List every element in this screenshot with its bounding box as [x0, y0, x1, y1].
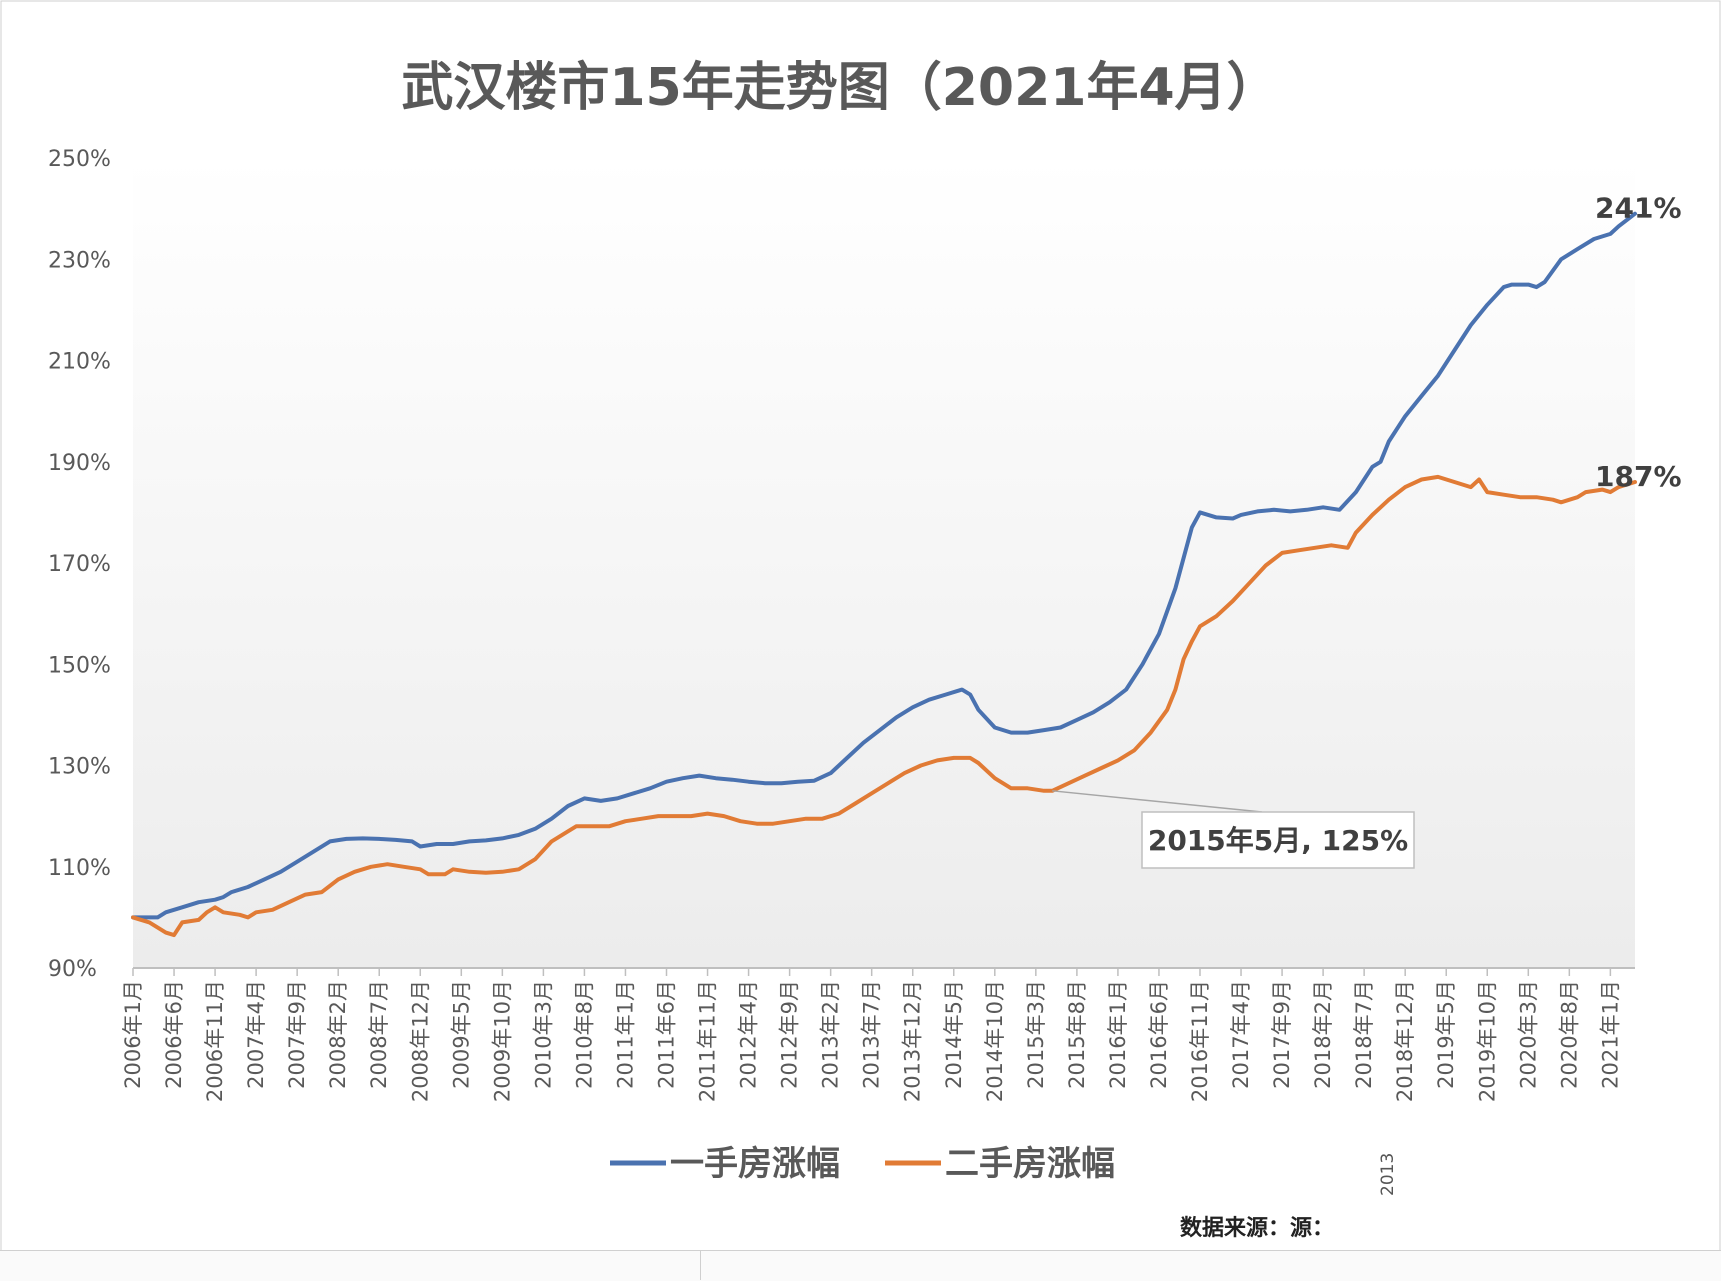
x-tick-label: 2011年1月 [613, 980, 637, 1089]
x-tick-label: 2014年10月 [983, 980, 1007, 1102]
y-tick-label: 90% [48, 957, 97, 982]
x-tick-label: 2009年10月 [490, 980, 514, 1102]
x-tick-label: 2013年12月 [901, 980, 925, 1102]
series-end-label: 241% [1595, 192, 1682, 225]
series-line-1 [131, 211, 1637, 920]
x-tick-label: 2012年9月 [778, 980, 802, 1089]
x-tick-label: 2013年2月 [819, 980, 843, 1089]
x-tick-label: 2015年8月 [1065, 980, 1089, 1089]
legend-label-2: 二手房涨幅 [945, 1144, 1115, 1184]
source-value-text: 源： [1290, 1216, 1335, 1241]
y-tick-label: 230% [48, 248, 111, 273]
x-tick-label: 2017年9月 [1270, 980, 1294, 1089]
y-tick-label: 190% [48, 451, 111, 476]
x-tick-label: 2013年7月 [860, 980, 884, 1089]
y-tick-label: 110% [48, 856, 111, 881]
annotation-layer: 2015年5月, 125% [1052, 790, 1415, 869]
x-tick-label: 2019年5月 [1434, 980, 1458, 1089]
x-tick-label: 2009年5月 [449, 980, 473, 1089]
source-label-text: 数据来源： [1180, 1216, 1291, 1241]
annotation-leader-line [1052, 790, 1263, 813]
y-axis: 90% 110% 130% 150% 170% 190% 210% 230% 250% [48, 147, 111, 982]
legend-label-1: 一手房涨幅 [670, 1144, 840, 1184]
x-tick-label: 2020年8月 [1557, 980, 1581, 1089]
x-tick-label: 2018年2月 [1311, 980, 1335, 1089]
x-tick-label: 2011年11月 [696, 980, 720, 1102]
y-tick-label: 210% [48, 350, 111, 375]
annotation-label: 2015年5月, 125% [1148, 824, 1408, 857]
footer-strip [0, 1250, 1721, 1281]
x-tick-label: 2008年2月 [326, 980, 350, 1089]
x-tick-label: 2007年9月 [285, 980, 309, 1089]
series-layer: 241% 187% [131, 192, 1682, 938]
legend: 一手房涨幅 二手房涨幅 [610, 1144, 1115, 1184]
x-tick-label: 2008年7月 [367, 980, 391, 1089]
x-tick-label: 2006年11月 [203, 980, 227, 1102]
x-tick-label: 2012年4月 [737, 980, 761, 1089]
x-tick-label: 2006年1月 [121, 980, 145, 1089]
x-tick-label: 2021年1月 [1598, 980, 1622, 1089]
y-tick-label: 250% [48, 147, 111, 172]
y-tick-label: 170% [48, 552, 111, 577]
series-end-label: 187% [1595, 460, 1682, 493]
x-tick-label: 2017年4月 [1229, 980, 1253, 1089]
x-tick-label: 2016年6月 [1147, 980, 1171, 1089]
footer-divider [700, 1250, 701, 1280]
x-tick-label: 2010年8月 [572, 980, 596, 1089]
chart-title: 武汉楼市15年走势图（2021年4月） [401, 58, 1278, 118]
series-line-2 [131, 474, 1637, 938]
x-tick-label: 2016年1月 [1106, 980, 1130, 1089]
x-tick-label: 2018年7月 [1352, 980, 1376, 1089]
x-tick-label: 2006年6月 [162, 980, 186, 1089]
x-tick-label: 2016年11月 [1188, 980, 1212, 1102]
y-tick-label: 130% [48, 755, 111, 780]
x-tick-label: 2008年12月 [408, 980, 432, 1102]
x-tick-label: 2014年5月 [942, 980, 966, 1089]
x-tick-label: 2007年4月 [244, 980, 268, 1089]
x-tick-label: 2018年12月 [1393, 980, 1417, 1102]
annotation-box [1141, 811, 1415, 869]
source-stamp: 2013 [1378, 1152, 1398, 1196]
data-source-label: 数据来源：源： [1180, 1210, 1334, 1242]
x-axis: 2006年1月 2006年6月 2006年11月 2007年4月 2007年9月 2008… [121, 967, 1635, 1102]
y-tick-label: 150% [48, 653, 111, 678]
x-tick-label: 2010年3月 [531, 980, 555, 1089]
x-tick-label: 2019年10月 [1475, 980, 1499, 1102]
x-tick-label: 2015年3月 [1024, 980, 1048, 1089]
x-tick-label: 2011年6月 [654, 980, 678, 1089]
x-tick-label: 2020年3月 [1516, 980, 1540, 1089]
